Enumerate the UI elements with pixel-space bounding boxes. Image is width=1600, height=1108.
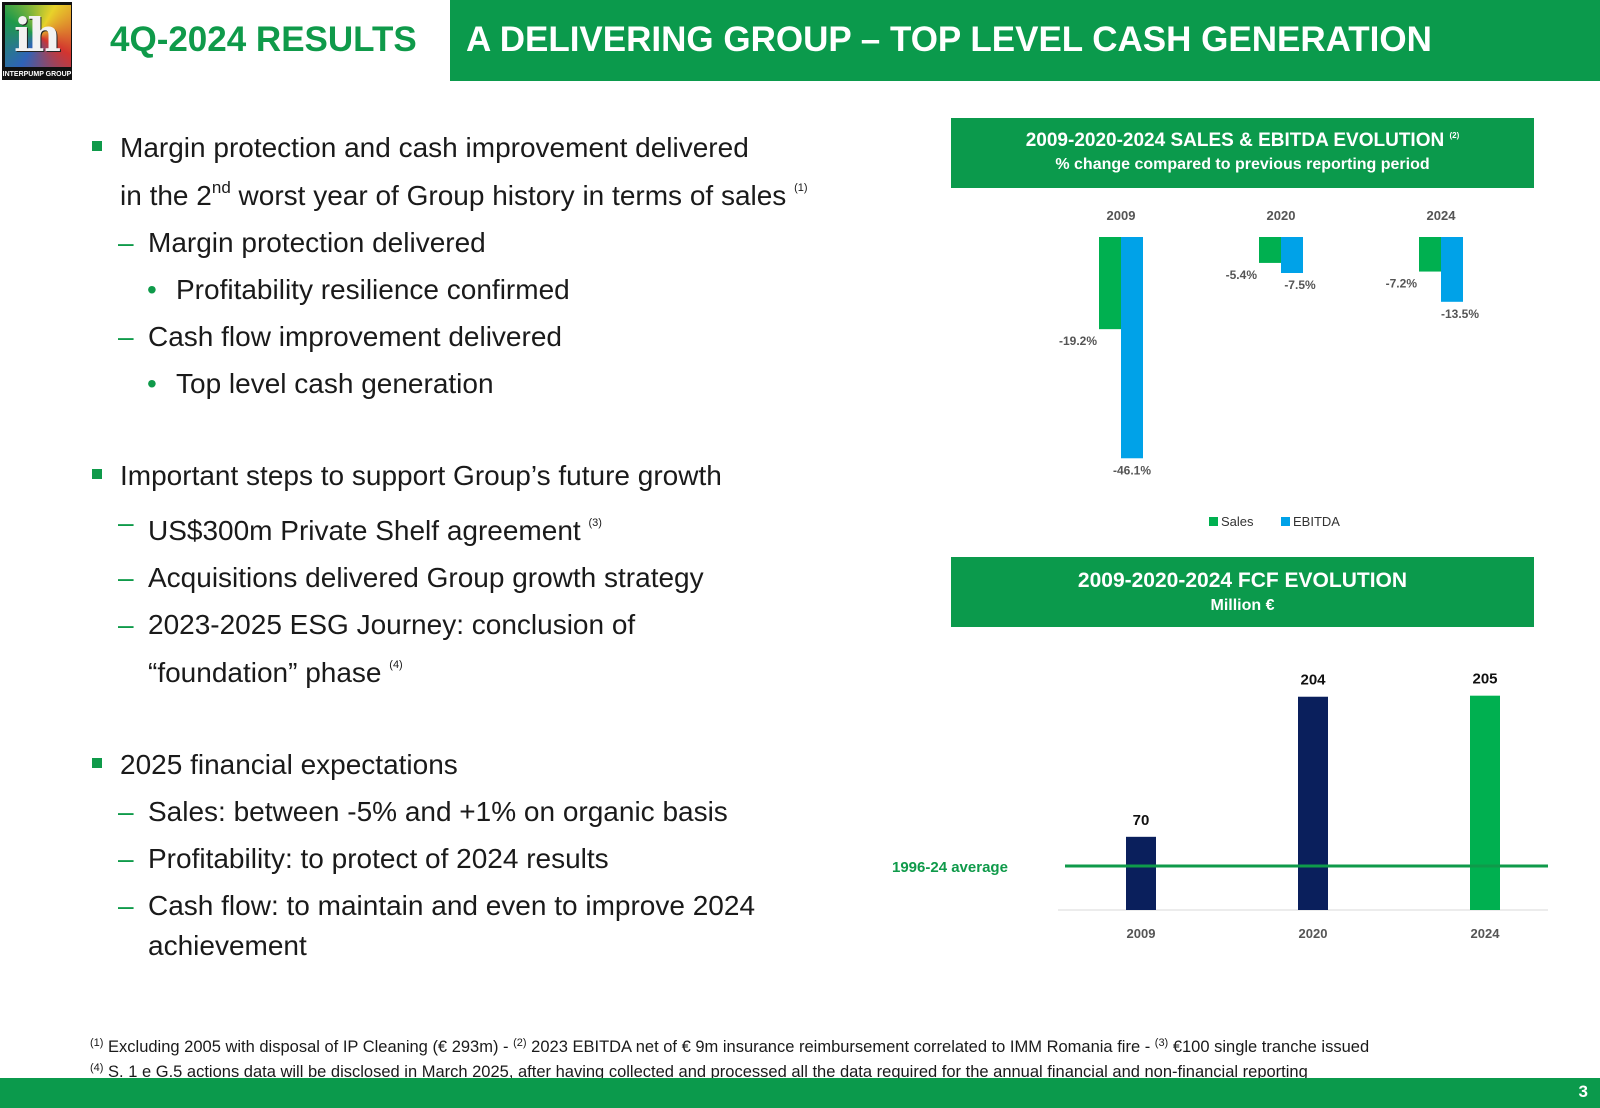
- bar-ebitda-2024: [1441, 237, 1463, 302]
- page-number: 3: [1578, 1082, 1588, 1101]
- footnote-ref: (2): [1449, 131, 1460, 140]
- fcf-chart-header: 2009-2020-2024 FCF EVOLUTION Million €: [951, 557, 1534, 627]
- sub-sub-bullet: Top level cash generation: [88, 364, 888, 404]
- chart-title: 2009-2020-2024 FCF EVOLUTION: [1077, 569, 1408, 592]
- logo-mark: [5, 5, 71, 67]
- footnote-text: Excluding 2005 with disposal of IP Clean…: [103, 1038, 514, 1056]
- footnote-text: S. 1 e G.5 actions data will be disclose…: [103, 1063, 1308, 1081]
- data-label-sales-2024: -7.2%: [1386, 277, 1418, 291]
- sales-ebitda-chart-header: 2009-2020-2024 SALES & EBITDA EVOLUTION …: [951, 118, 1534, 188]
- data-label-sales-2009: -19.2%: [1059, 334, 1097, 348]
- bullet-text: Margin protection and cash improvement d…: [120, 132, 749, 163]
- fcf-chart: 70 2009 204 2020 205 2024 1996-24 average: [892, 671, 1548, 941]
- footnote-line-2: (4) S. 1 e G.5 actions data will be disc…: [90, 1058, 1590, 1083]
- category-label-2009: 2009: [1107, 208, 1136, 223]
- footnote-ref: (3): [588, 517, 602, 529]
- sub-bullet: Acquisitions delivered Group growth stra…: [88, 558, 888, 598]
- bar-fcf-2009: [1126, 836, 1156, 910]
- bullet-list: Margin protection and cash improvement d…: [88, 128, 888, 966]
- bullet-financial-expectations: 2025 financial expectations: [88, 745, 888, 785]
- bar-sales-2009: [1099, 237, 1121, 330]
- chart-subtitle: Million €: [1210, 597, 1275, 614]
- text-part-cont: “foundation” phase (4): [148, 645, 888, 693]
- text-part: achievement: [148, 930, 307, 961]
- category-label-2024: 2024: [1471, 926, 1501, 941]
- data-label-ebitda-2009: -46.1%: [1113, 463, 1151, 477]
- text-part: “foundation” phase: [148, 657, 390, 688]
- sales-ebitda-chart: 2009 -19.2% -46.1% 2020 -5.4% -7.5% 2024 -7.2% -…: [1059, 208, 1479, 529]
- average-reference-label: 1996-24 average: [892, 859, 1008, 876]
- section-title: 4Q-2024 RESULTS: [110, 20, 417, 59]
- footnote-ref: (4): [389, 659, 403, 671]
- sub-bullet: 2023-2025 ESG Journey: conclusion of “fo…: [88, 605, 888, 693]
- text-part: US$300m Private Shelf agreement: [148, 515, 589, 546]
- data-label-ebitda-2020: -7.5%: [1284, 278, 1316, 292]
- data-label-sales-2020: -5.4%: [1226, 268, 1258, 282]
- footer-bar: 3: [0, 1078, 1600, 1108]
- data-label-fcf-2009: 70: [1133, 812, 1150, 829]
- text-part: Cash flow: to maintain and even to impro…: [148, 890, 756, 921]
- company-logo: ih INTERPUMP GROUP: [0, 0, 74, 82]
- sub-bullet: Cash flow improvement delivered: [88, 317, 888, 357]
- bar-fcf-2024: [1470, 695, 1500, 910]
- footnote-line-1: (1) Excluding 2005 with disposal of IP C…: [90, 1033, 1590, 1058]
- footnote-marker: (3): [1154, 1037, 1169, 1049]
- footnote-text: €100 single tranche issued: [1168, 1038, 1370, 1056]
- footnote-marker: (2): [513, 1037, 527, 1049]
- bar-ebitda-2009: [1121, 237, 1143, 459]
- bar-sales-2020: [1259, 237, 1281, 263]
- category-label-2020: 2020: [1267, 208, 1296, 223]
- bar-fcf-2020: [1298, 696, 1328, 910]
- category-label-2024: 2024: [1427, 208, 1457, 223]
- data-label-fcf-2020: 204: [1300, 672, 1326, 689]
- bullet-margin-protection: Margin protection and cash improvement d…: [88, 128, 888, 216]
- sub-sub-bullet: Profitability resilience confirmed: [88, 270, 888, 310]
- logo-glyph: ih: [14, 8, 61, 62]
- bullet-text-cont: in the 2nd worst year of Group history i…: [120, 168, 888, 216]
- footnote-marker: (1): [90, 1037, 104, 1049]
- logo-text: INTERPUMP GROUP: [2, 71, 72, 78]
- ordinal-suffix: nd: [211, 178, 231, 197]
- sub-bullet: Cash flow: to maintain and even to impro…: [88, 886, 888, 966]
- text-part: worst year of Group history in terms of …: [230, 180, 795, 211]
- text-part: 2023-2025 ESG Journey: conclusion of: [148, 609, 636, 640]
- category-label-2009: 2009: [1127, 926, 1156, 941]
- legend-swatch-sales: [1209, 517, 1218, 526]
- category-label-2020: 2020: [1299, 926, 1328, 941]
- legend-label-sales: Sales: [1221, 514, 1254, 529]
- footnote-ref: (1): [794, 182, 808, 194]
- bullet-growth-steps: Important steps to support Group’s futur…: [88, 456, 888, 496]
- data-label-fcf-2024: 205: [1472, 671, 1497, 688]
- chart-title-text: 2009-2020-2024 SALES & EBITDA EVOLUTION: [1025, 130, 1445, 151]
- data-label-ebitda-2024: -13.5%: [1441, 307, 1479, 321]
- sub-bullet: US$300m Private Shelf agreement (3): [88, 503, 888, 551]
- slide-title: A DELIVERING GROUP – TOP LEVEL CASH GENE…: [450, 0, 1600, 81]
- legend-label-ebitda: EBITDA: [1293, 514, 1340, 529]
- sub-bullet: Sales: between -5% and +1% on organic ba…: [88, 792, 888, 832]
- footnote-text: 2023 EBITDA net of € 9m insurance reimbu…: [526, 1038, 1155, 1056]
- chart-subtitle: % change compared to previous reporting …: [1055, 156, 1430, 173]
- footnotes: (1) Excluding 2005 with disposal of IP C…: [90, 1033, 1590, 1083]
- bar-ebitda-2020: [1281, 237, 1303, 273]
- sub-bullet: Profitability: to protect of 2024 result…: [88, 839, 888, 879]
- bar-sales-2024: [1419, 237, 1441, 272]
- chart-title: 2009-2020-2024 SALES & EBITDA EVOLUTION …: [951, 130, 1534, 152]
- footnote-marker: (4): [90, 1062, 104, 1074]
- sub-bullet: Margin protection delivered: [88, 223, 888, 263]
- legend-swatch-ebitda: [1281, 517, 1290, 526]
- text-part: in the 2: [120, 180, 212, 211]
